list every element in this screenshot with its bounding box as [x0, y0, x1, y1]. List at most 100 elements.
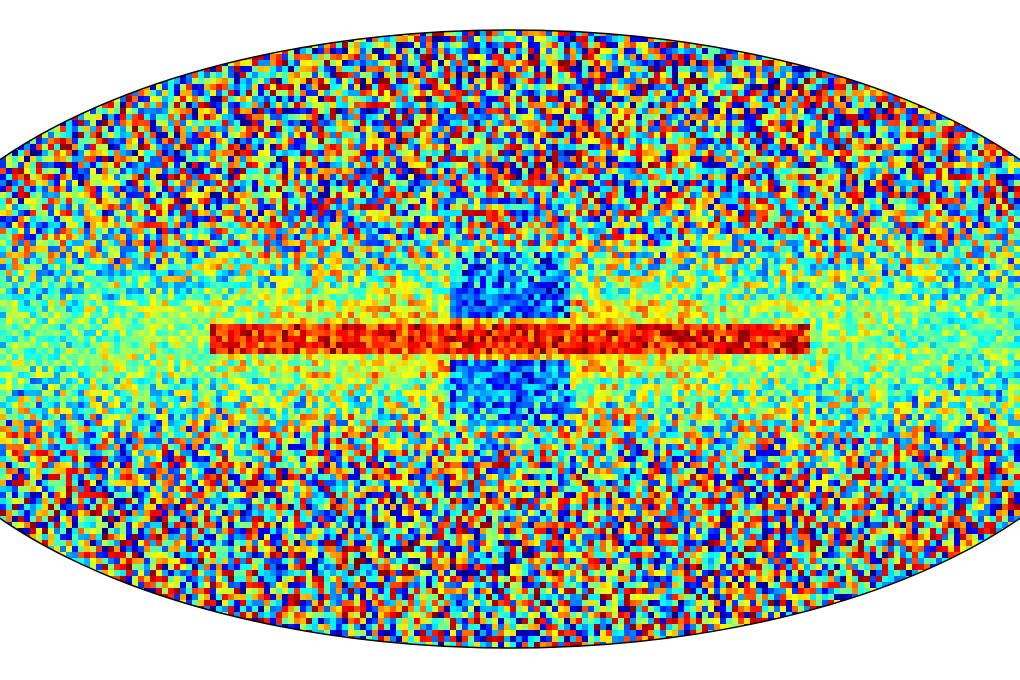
pixel — [732, 84, 738, 90]
pixel — [906, 210, 912, 216]
pixel — [978, 222, 984, 228]
pixel — [594, 84, 600, 90]
pixel — [300, 174, 306, 180]
pixel — [444, 90, 450, 96]
pixel — [96, 132, 102, 138]
pixel — [276, 108, 282, 114]
pixel — [624, 228, 630, 234]
pixel — [942, 204, 948, 210]
pixel — [390, 198, 396, 204]
pixel — [930, 150, 936, 156]
pixel — [438, 90, 444, 96]
pixel — [492, 84, 498, 90]
pixel — [306, 102, 312, 108]
pixel — [534, 222, 540, 228]
pixel — [618, 96, 624, 102]
pixel — [642, 90, 648, 96]
pixel — [930, 198, 936, 204]
pixel — [300, 192, 306, 198]
pixel — [876, 162, 882, 168]
pixel — [654, 102, 660, 108]
pixel — [102, 114, 108, 120]
pixel — [318, 222, 324, 228]
pixel — [258, 180, 264, 186]
pixel — [702, 120, 708, 126]
pixel — [246, 108, 252, 114]
pixel — [678, 204, 684, 210]
pixel — [462, 234, 468, 240]
pixel — [828, 228, 834, 234]
pixel — [918, 162, 924, 168]
pixel — [618, 210, 624, 216]
pixel — [924, 162, 930, 168]
pixel — [654, 120, 660, 126]
pixel — [18, 150, 24, 156]
pixel — [696, 234, 702, 240]
pixel — [222, 126, 228, 132]
pixel — [204, 102, 210, 108]
pixel — [174, 156, 180, 162]
pixel — [618, 162, 624, 168]
pixel — [72, 234, 78, 240]
pixel — [708, 138, 714, 144]
pixel — [882, 168, 888, 174]
pixel — [456, 192, 462, 198]
pixel — [690, 234, 696, 240]
pixel — [276, 102, 282, 108]
pixel — [264, 144, 270, 150]
pixel — [198, 234, 204, 240]
pixel — [354, 84, 360, 90]
pixel — [432, 30, 438, 36]
pixel — [666, 132, 672, 138]
pixel — [708, 150, 714, 156]
pixel — [546, 216, 552, 222]
pixel — [708, 168, 714, 174]
pixel — [1008, 228, 1014, 234]
pixel — [474, 186, 480, 192]
pixel — [222, 138, 228, 144]
pixel — [960, 144, 966, 150]
pixel — [306, 84, 312, 90]
pixel — [858, 144, 864, 150]
pixel — [114, 192, 120, 198]
pixel — [360, 102, 366, 108]
pixel — [174, 90, 180, 96]
pixel — [600, 234, 606, 240]
pixel — [426, 216, 432, 222]
pixel — [936, 132, 942, 138]
pixel — [438, 168, 444, 174]
pixel — [312, 120, 318, 126]
pixel — [300, 48, 306, 54]
pixel — [438, 186, 444, 192]
pixel — [450, 96, 456, 102]
pixel — [168, 168, 174, 174]
pixel — [120, 180, 126, 186]
pixel — [84, 222, 90, 228]
pixel — [930, 234, 936, 240]
pixel — [342, 126, 348, 132]
pixel — [654, 96, 660, 102]
pixel — [492, 66, 498, 72]
pixel — [702, 108, 708, 114]
pixel — [522, 132, 528, 138]
pixel — [708, 120, 714, 126]
pixel — [342, 72, 348, 78]
pixel — [504, 108, 510, 114]
pixel — [414, 42, 420, 48]
pixel — [468, 204, 474, 210]
pixel — [66, 234, 72, 240]
pixel — [66, 174, 72, 180]
pixel — [750, 114, 756, 120]
pixel — [618, 120, 624, 126]
pixel — [294, 114, 300, 120]
pixel — [12, 150, 18, 156]
pixel — [360, 42, 366, 48]
pixel — [768, 96, 774, 102]
pixel — [72, 132, 78, 138]
pixel — [468, 210, 474, 216]
pixel — [306, 192, 312, 198]
pixel — [624, 132, 630, 138]
pixel — [492, 42, 498, 48]
pixel — [264, 198, 270, 204]
pixel — [558, 132, 564, 138]
